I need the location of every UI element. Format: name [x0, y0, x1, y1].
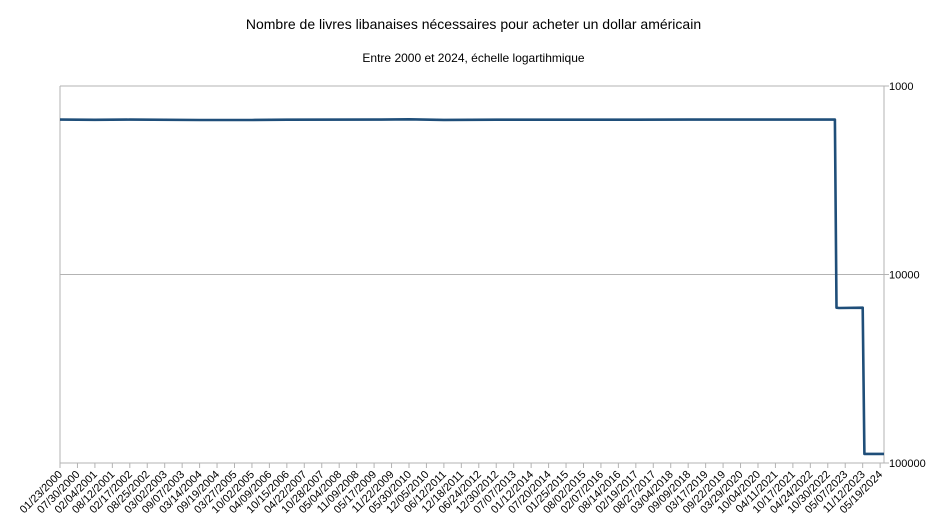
- series-line-0: [59, 118, 884, 456]
- x-tick-labels: 01/23/200007/30/200002/04/200108/12/2001…: [18, 469, 886, 516]
- y-tick-label: 1000: [889, 81, 913, 93]
- gridlines: [60, 85, 889, 464]
- y-tick-labels: 1000 10000 100000: [889, 81, 926, 470]
- y-tick-label: 10000: [889, 270, 920, 282]
- y-tick-label: 100000: [889, 458, 926, 470]
- chart-title: Nombre de livres libanaises nécessaires …: [245, 16, 702, 32]
- series-layer: [59, 118, 884, 456]
- chart-subtitle: Entre 2000 et 2024, échelle logartihmiqu…: [362, 51, 585, 65]
- x-tick-marks: [59, 463, 881, 468]
